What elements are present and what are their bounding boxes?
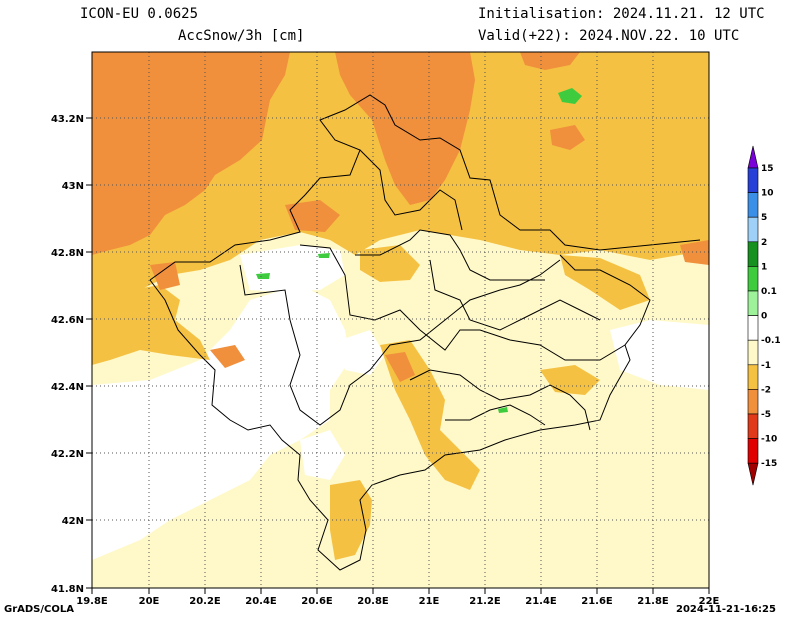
field-orange-west-small (210, 345, 245, 368)
generation-timestamp: 2024-11-21-16:25 (676, 604, 776, 615)
lat-label: 43N (62, 181, 84, 192)
colorbar-top-arrow (747, 145, 759, 169)
lon-label: 21.2E (469, 596, 501, 607)
colorbar-label: 5 (761, 213, 767, 223)
lon-label: 20.6E (301, 596, 333, 607)
field-green-ne (558, 88, 582, 104)
lon-label: 20.8E (357, 596, 389, 607)
colorbar-segment (747, 413, 759, 439)
colorbar-segment (747, 364, 759, 390)
software-credit: GrADS/COLA (4, 604, 74, 615)
field-orange-north-wedge (285, 200, 340, 232)
colorbar-label: 10 (761, 189, 774, 199)
lon-label: 21.6E (581, 596, 613, 607)
colorbar-label: -0.1 (761, 336, 781, 346)
colorbar-segment (747, 216, 759, 243)
lon-label: 20.4E (245, 596, 277, 607)
field-orange-center-small (385, 352, 415, 382)
colorbar-segment (747, 339, 759, 366)
field-yellow-ne-strip (560, 255, 650, 310)
lat-label: 42.4N (51, 382, 84, 393)
field-orange-northwest (92, 52, 290, 255)
lat-label: 43.2N (51, 114, 84, 125)
lon-label: 21E (419, 596, 440, 607)
colorbar-segment (747, 167, 759, 193)
colorbar-segment (747, 438, 759, 464)
longitude-labels: 19.8E 20E 20.2E 20.4E 20.6E 20.8E 21E 21… (76, 596, 719, 607)
lon-label: 19.8E (76, 596, 108, 607)
colorbar: 15 10 5 2 1 0.1 0 -0.1 -1 -2 -5 -10 -15 (747, 145, 781, 486)
colorbar-bottom-arrow (747, 462, 759, 486)
colorbar-label: -15 (761, 459, 777, 469)
snow-field (92, 52, 709, 588)
lat-label: 41.8N (51, 584, 84, 595)
field-yellow-south (330, 480, 372, 560)
colorbar-label: 2 (761, 238, 767, 248)
field-green-west (256, 273, 270, 279)
lon-label: 21.8E (637, 596, 669, 607)
initialisation-time: Initialisation: 2024.11.21. 12 UTC (478, 6, 765, 22)
axis-ticks (86, 117, 710, 594)
latitude-labels: 43.2N 43N 42.8N 42.6N 42.4N 42.2N 42N 41… (51, 114, 84, 595)
colorbar-label: -5 (761, 410, 771, 420)
field-orange-ne-blob (550, 125, 585, 150)
colorbar-segment (747, 241, 759, 267)
map-frame (91, 51, 710, 589)
field-green-nw (318, 253, 330, 258)
field-green-se (498, 407, 508, 413)
colorbar-label: -1 (761, 361, 771, 371)
field-orange-east-edge (680, 240, 709, 265)
colorbar-label: -2 (761, 385, 771, 395)
colorbar-segment (747, 315, 759, 341)
lon-label: 20.2E (189, 596, 221, 607)
field-yellow-center (360, 245, 420, 282)
lat-label: 42N (62, 516, 84, 527)
field-orange-northeast (520, 52, 580, 70)
lat-label: 42.8N (51, 248, 84, 259)
lat-label: 42.6N (51, 315, 84, 326)
field-white-south (300, 430, 345, 480)
lon-label: 21.4E (525, 596, 557, 607)
colorbar-label: 15 (761, 164, 774, 174)
field-white-center (340, 330, 385, 375)
field-yellow-west (92, 285, 210, 365)
field-orange-north-center (335, 52, 475, 205)
colorbar-label: 0 (761, 312, 767, 322)
lon-label: 22E (699, 596, 720, 607)
colorbar-segment (747, 389, 759, 415)
variable-name: AccSnow/3h [cm] (178, 28, 305, 44)
border-lines (149, 94, 701, 571)
colorbar-segment (747, 266, 759, 292)
lon-label: 20E (139, 596, 160, 607)
graticule (92, 52, 709, 588)
colorbar-segment (747, 192, 759, 218)
colorbar-label: -10 (761, 435, 777, 445)
colorbar-label: 0.1 (761, 287, 777, 297)
lat-label: 42.2N (51, 449, 84, 460)
colorbar-segment (747, 290, 759, 316)
field-white-east (610, 320, 709, 390)
field-white-southwest (92, 285, 350, 560)
field-orange-northwest-strip (150, 262, 180, 290)
valid-time: Valid(+22): 2024.NOV.22. 10 UTC (478, 28, 740, 44)
model-name: ICON-EU 0.0625 (80, 6, 199, 22)
colorbar-label: 1 (761, 262, 767, 272)
